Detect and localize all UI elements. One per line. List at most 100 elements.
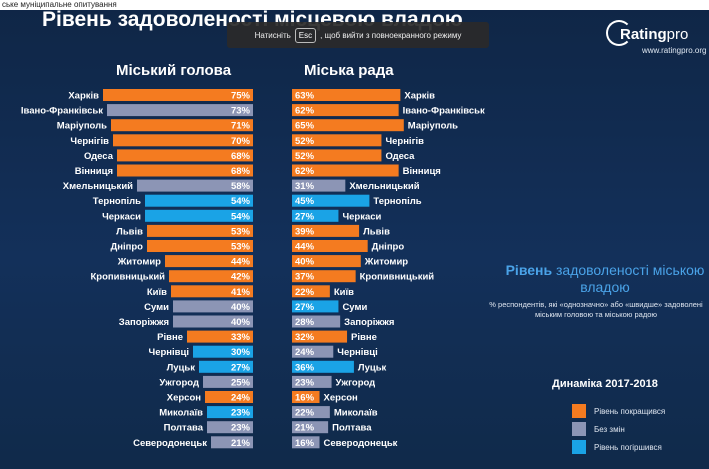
council-bar xyxy=(292,149,382,162)
council-city-label: Одеса xyxy=(385,151,415,162)
legend-item-no-change: Без змін xyxy=(572,422,625,436)
council-bar-value: 21% xyxy=(295,423,315,434)
mayor-city-label: Северодонецьк xyxy=(133,438,207,449)
council-bar xyxy=(292,255,361,268)
council-city-label: Чернівці xyxy=(337,347,377,358)
council-city-label: Хмельницький xyxy=(349,181,419,192)
mayor-bar xyxy=(117,164,253,177)
side-note: % респондентів, які «однозначно» або «шв… xyxy=(489,300,703,319)
council-city-label: Суми xyxy=(342,302,367,313)
council-bar-value: 52% xyxy=(295,151,315,162)
council-bar-value: 16% xyxy=(295,438,315,449)
mayor-bar-value: 25% xyxy=(231,377,251,388)
mayor-bar-value: 30% xyxy=(231,347,251,358)
council-bar xyxy=(292,406,330,419)
mayor-city-label: Луцьк xyxy=(167,362,196,373)
toast-text-before: Натисніть xyxy=(254,30,291,40)
mayor-bar xyxy=(169,270,253,283)
council-bar xyxy=(292,89,401,101)
mayor-bar xyxy=(199,360,253,373)
mayor-bar xyxy=(203,375,253,388)
mayor-bar-value: 24% xyxy=(231,393,251,404)
council-bar-value: 62% xyxy=(295,106,315,117)
mayor-bar xyxy=(145,194,253,207)
mayor-bar-value: 23% xyxy=(231,408,251,419)
mayor-city-label: Херсон xyxy=(167,393,202,404)
mayor-bar xyxy=(207,406,253,419)
council-bar-value: 39% xyxy=(295,226,315,237)
mayor-bar xyxy=(113,134,253,147)
council-city-label: Дніпро xyxy=(372,242,405,253)
council-column-title: Міська рада xyxy=(304,62,394,79)
mayor-bar-value: 42% xyxy=(231,272,251,283)
ratingpro-logo: Ratingpro www.ratingpro.org xyxy=(604,18,708,60)
council-bar xyxy=(292,315,341,328)
council-bar-value: 31% xyxy=(295,181,315,192)
mayor-city-label: Івано-Франківськ xyxy=(21,106,103,117)
council-city-label: Черкаси xyxy=(342,211,381,222)
council-bar-value: 24% xyxy=(295,347,315,358)
mayor-bar-value: 33% xyxy=(231,332,251,343)
council-bar-value: 37% xyxy=(295,272,315,283)
council-bar-value: 63% xyxy=(295,91,315,102)
council-city-label: Рівне xyxy=(351,332,377,343)
council-bar xyxy=(292,104,399,117)
council-bar-value: 52% xyxy=(295,136,315,147)
mayor-bar-value: 54% xyxy=(231,196,251,207)
mayor-bar-value: 73% xyxy=(231,106,251,117)
council-bar xyxy=(292,209,339,222)
mayor-bar xyxy=(207,421,253,434)
council-city-label: Луцьк xyxy=(358,362,387,373)
council-city-label: Ужгород xyxy=(336,377,376,388)
side-title-rest: задоволеності міською владою xyxy=(552,262,705,295)
logo-brand-light: pro xyxy=(666,26,689,43)
mayor-city-label: Ужгород xyxy=(159,377,199,388)
council-city-label: Київ xyxy=(334,287,354,298)
mayor-city-label: Маріуполь xyxy=(57,121,107,132)
council-city-label: Житомир xyxy=(364,257,408,268)
mayor-bar-value: 70% xyxy=(231,136,251,147)
mayor-bar xyxy=(137,179,253,192)
mayor-city-label: Одеса xyxy=(84,151,114,162)
council-city-label: Чернігів xyxy=(385,136,424,147)
esc-key-badge[interactable]: Esc xyxy=(294,27,317,43)
mayor-bar-value: 71% xyxy=(231,121,251,132)
mayor-bar-value: 58% xyxy=(231,181,251,192)
council-city-label: Маріуполь xyxy=(408,121,458,132)
mayor-city-label: Вінниця xyxy=(75,166,113,177)
legend-title: Динаміка 2017-2018 xyxy=(552,378,658,390)
mayor-bar xyxy=(103,89,253,101)
council-bar-value: 40% xyxy=(295,257,315,268)
side-title-bold: Рівень xyxy=(505,262,553,278)
logo-ring-icon xyxy=(606,20,632,46)
mayor-city-label: Кропивницький xyxy=(90,272,165,283)
fullscreen-toast: Натисніть Esc , щоб вийти з повноекранно… xyxy=(227,22,489,48)
council-bar-value: 36% xyxy=(295,362,315,373)
council-city-label: Івано-Франківськ xyxy=(403,106,485,117)
council-bar xyxy=(292,436,320,449)
mayor-bar xyxy=(173,315,253,328)
mayor-bar xyxy=(171,285,253,298)
mayor-bar xyxy=(173,300,253,313)
mayor-bar-value: 53% xyxy=(231,242,251,253)
legend-item-worsened: Рівень погіршився xyxy=(572,440,662,454)
mayor-city-label: Тернопіль xyxy=(93,196,141,207)
council-city-label: Харків xyxy=(404,91,435,102)
council-bar xyxy=(292,240,368,252)
mayor-city-label: Миколаїв xyxy=(159,408,203,419)
council-bar xyxy=(292,360,354,373)
council-city-label: Запоріжжя xyxy=(344,317,394,328)
council-bar-value: 62% xyxy=(295,166,315,177)
mayor-bar xyxy=(165,255,253,268)
council-bar-value: 22% xyxy=(295,287,315,298)
mayor-bar xyxy=(193,345,253,358)
mayor-city-label: Львів xyxy=(116,226,143,237)
mayor-city-label: Суми xyxy=(144,302,169,313)
mayor-bar-value: 40% xyxy=(231,317,251,328)
council-bar xyxy=(292,330,348,343)
legend-label-no-change: Без змін xyxy=(594,424,625,434)
logo-brand-bold: Rating xyxy=(620,26,667,43)
mayor-bar-value: 75% xyxy=(231,91,251,102)
mayor-bar xyxy=(145,209,253,222)
legend-label-improved: Рівень покращився xyxy=(594,406,666,416)
